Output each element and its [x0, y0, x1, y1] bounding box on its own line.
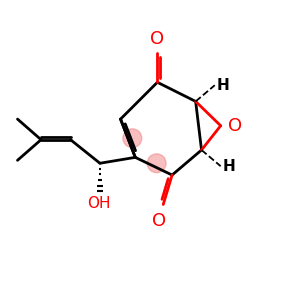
Circle shape: [147, 154, 166, 173]
Text: O: O: [152, 212, 166, 230]
Text: OH: OH: [87, 196, 110, 211]
Circle shape: [123, 129, 142, 148]
Text: O: O: [150, 30, 164, 48]
Text: H: H: [222, 159, 235, 174]
Text: H: H: [216, 78, 229, 93]
Text: O: O: [228, 117, 242, 135]
